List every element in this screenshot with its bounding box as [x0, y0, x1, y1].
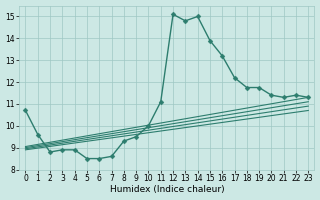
- X-axis label: Humidex (Indice chaleur): Humidex (Indice chaleur): [109, 185, 224, 194]
